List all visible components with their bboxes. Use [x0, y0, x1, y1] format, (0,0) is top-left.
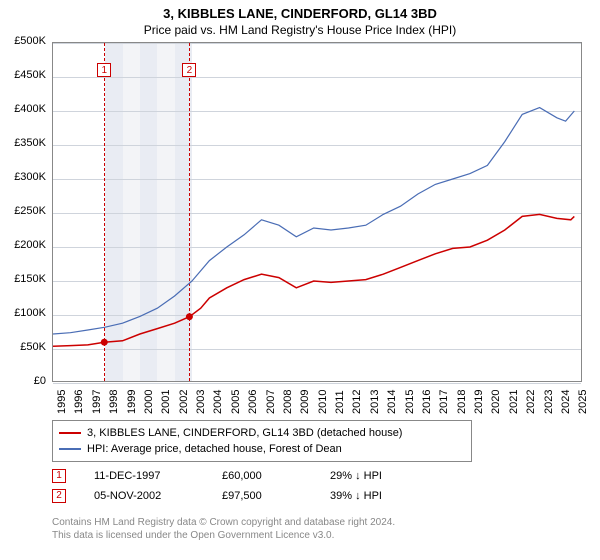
xtick-label: 1996	[73, 390, 85, 414]
xtick-label: 2005	[230, 390, 242, 414]
xtick-label: 2003	[195, 390, 207, 414]
xtick-label: 2015	[404, 390, 416, 414]
sale-num-marker: 2	[52, 489, 66, 503]
ytick-label: £0	[0, 375, 46, 387]
legend-swatch	[59, 448, 81, 450]
xtick-label: 2020	[490, 390, 502, 414]
xtick-label: 2012	[351, 390, 363, 414]
xtick-label: 2025	[577, 390, 589, 414]
legend-swatch	[59, 432, 81, 434]
series-line-hpi	[53, 108, 574, 334]
xtick-label: 2019	[473, 390, 485, 414]
legend-label: 3, KIBBLES LANE, CINDERFORD, GL14 3BD (d…	[87, 425, 402, 441]
ytick-label: £500K	[0, 35, 46, 47]
sale-num-marker: 1	[52, 469, 66, 483]
chart-title: 3, KIBBLES LANE, CINDERFORD, GL14 3BD	[0, 0, 600, 21]
xtick-label: 2022	[525, 390, 537, 414]
xtick-label: 2010	[317, 390, 329, 414]
legend-item: HPI: Average price, detached house, Fore…	[59, 441, 465, 457]
sale-point-marker	[186, 313, 193, 320]
xtick-label: 2004	[212, 390, 224, 414]
chart-plot-area: 12	[52, 42, 582, 382]
xtick-label: 2013	[369, 390, 381, 414]
ytick-label: £450K	[0, 69, 46, 81]
series-line-price_paid	[53, 214, 574, 346]
xtick-label: 2023	[543, 390, 555, 414]
gridline-y	[53, 383, 581, 384]
xtick-label: 1998	[108, 390, 120, 414]
xtick-label: 2017	[438, 390, 450, 414]
ytick-label: £150K	[0, 273, 46, 285]
sale-date: 11-DEC-1997	[94, 466, 194, 486]
xtick-label: 2001	[160, 390, 172, 414]
chart-svg	[53, 43, 583, 383]
xtick-label: 2014	[386, 390, 398, 414]
xtick-label: 2000	[143, 390, 155, 414]
sale-row: 1 11-DEC-1997 £60,000 29% ↓ HPI	[52, 466, 382, 486]
ytick-label: £100K	[0, 307, 46, 319]
sales-table: 1 11-DEC-1997 £60,000 29% ↓ HPI 2 05-NOV-2002…	[52, 466, 382, 506]
xtick-label: 2002	[178, 390, 190, 414]
legend-item: 3, KIBBLES LANE, CINDERFORD, GL14 3BD (d…	[59, 425, 465, 441]
sale-row: 2 05-NOV-2002 £97,500 39% ↓ HPI	[52, 486, 382, 506]
sale-date: 05-NOV-2002	[94, 486, 194, 506]
ytick-label: £250K	[0, 205, 46, 217]
legend-label: HPI: Average price, detached house, Fore…	[87, 441, 342, 457]
xtick-label: 1997	[91, 390, 103, 414]
ytick-label: £300K	[0, 171, 46, 183]
footer-line1: Contains HM Land Registry data © Crown c…	[52, 516, 395, 529]
ytick-label: £200K	[0, 239, 46, 251]
sale-point-marker	[101, 339, 108, 346]
sale-price: £60,000	[222, 466, 302, 486]
xtick-label: 1995	[56, 390, 68, 414]
footer-attribution: Contains HM Land Registry data © Crown c…	[52, 516, 395, 542]
xtick-label: 2008	[282, 390, 294, 414]
xtick-label: 2021	[508, 390, 520, 414]
footer-line2: This data is licensed under the Open Gov…	[52, 529, 395, 542]
xtick-label: 2024	[560, 390, 572, 414]
xtick-label: 2018	[456, 390, 468, 414]
ytick-label: £400K	[0, 103, 46, 115]
sale-hpi-delta: 29% ↓ HPI	[330, 466, 382, 486]
ytick-label: £350K	[0, 137, 46, 149]
chart-subtitle: Price paid vs. HM Land Registry's House …	[0, 21, 600, 41]
xtick-label: 2007	[265, 390, 277, 414]
sale-hpi-delta: 39% ↓ HPI	[330, 486, 382, 506]
legend-box: 3, KIBBLES LANE, CINDERFORD, GL14 3BD (d…	[52, 420, 472, 462]
xtick-label: 2011	[334, 390, 346, 414]
xtick-label: 1999	[126, 390, 138, 414]
xtick-label: 2016	[421, 390, 433, 414]
xtick-label: 2009	[299, 390, 311, 414]
ytick-label: £50K	[0, 341, 46, 353]
sale-price: £97,500	[222, 486, 302, 506]
xtick-label: 2006	[247, 390, 259, 414]
